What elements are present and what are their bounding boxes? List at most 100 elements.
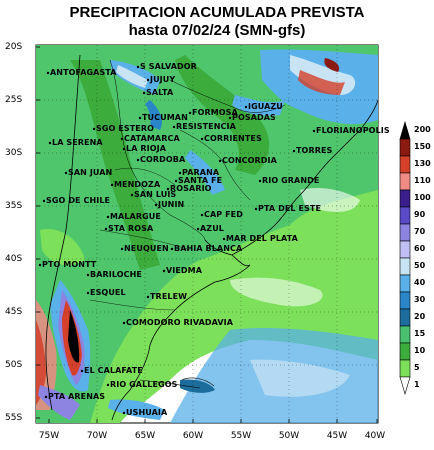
city-label: CORDOBA	[140, 155, 186, 164]
city-markers	[38, 65, 316, 415]
city-dot	[130, 193, 134, 197]
colorbar-swatch	[399, 342, 411, 361]
city-dot	[120, 247, 124, 251]
city-dot	[42, 199, 46, 203]
colorbar-swatch	[399, 223, 411, 242]
city-dot	[104, 227, 108, 231]
lon-tick-label: 55W	[230, 431, 252, 441]
colorbar-swatch	[399, 189, 411, 208]
city-label: MENDOZA	[114, 180, 161, 189]
lat-tick-label: 50S	[5, 360, 23, 370]
city-dot	[122, 147, 126, 151]
city-label: MAR DEL PLATA	[226, 234, 298, 243]
city-label: RESISTENCIA	[176, 122, 236, 131]
colorbar-label: 90	[414, 210, 426, 219]
city-dot	[136, 158, 140, 162]
city-dot	[196, 227, 200, 231]
city-dot	[222, 237, 226, 241]
colorbar-swatch	[399, 274, 411, 293]
city-label: ROSARIO	[170, 184, 212, 193]
city-label: CAP FED	[204, 210, 243, 219]
city-dot	[170, 247, 174, 251]
lat-tick-label: 45S	[5, 307, 23, 317]
city-label: LA SERENA	[52, 138, 103, 147]
city-label: TRELEW	[150, 292, 188, 301]
lon-tick-label: 45W	[326, 431, 348, 441]
graticule	[36, 45, 378, 423]
map-title: PRECIPITACION ACUMULADA PREVISTA	[69, 4, 365, 21]
colorbar-label: 40	[414, 278, 426, 287]
city-label: PTO MONTT	[42, 260, 97, 269]
city-dot	[110, 183, 114, 187]
city-label: POSADAS	[232, 113, 276, 122]
colorbar-swatch	[399, 308, 411, 327]
colorbar-swatch	[399, 155, 411, 174]
city-label: SALTA	[146, 88, 174, 97]
city-dot	[120, 137, 124, 141]
city-label: LA RIOJA	[126, 144, 166, 153]
city-label: NEUQUEN	[124, 244, 169, 253]
colorbar-swatch	[399, 172, 411, 191]
city-dot	[172, 125, 176, 129]
colorbar-label: 70	[414, 227, 426, 236]
city-dot	[64, 171, 68, 175]
lat-tick-label: 40S	[5, 254, 23, 264]
city-dot	[86, 291, 90, 295]
colorbar-label: 130	[414, 159, 431, 168]
city-dot	[122, 411, 126, 415]
city-dot	[46, 71, 50, 75]
city-label: CONCORDIA	[222, 156, 277, 165]
city-dot	[312, 129, 316, 133]
city-dot	[174, 179, 178, 183]
city-dot	[188, 111, 192, 115]
city-label: TORRES	[296, 146, 333, 155]
colorbar-label: 110	[414, 176, 431, 185]
colorbar-swatch	[399, 376, 411, 396]
city-label: BAHIA BLANCA	[174, 244, 243, 253]
city-label: S SALVADOR	[140, 62, 197, 71]
lon-tick-label: 40W	[364, 431, 386, 441]
axis-ticks	[36, 46, 378, 423]
city-label: RIO GRANDE	[262, 176, 320, 185]
city-label: SANTA FE	[178, 176, 223, 185]
city-dot	[86, 273, 90, 277]
colorbar-label: 20	[414, 312, 426, 321]
city-label: EL CALAFATE	[84, 366, 143, 375]
city-label: SAN LUIS	[134, 190, 177, 199]
city-label: FLORIANOPOLIS	[316, 126, 390, 135]
colorbar-swatch	[399, 257, 411, 276]
colorbar-swatch	[399, 120, 411, 140]
city-dot	[258, 179, 262, 183]
precip-colorbar	[399, 120, 411, 396]
city-dot	[136, 65, 140, 69]
city-dot	[178, 171, 182, 175]
city-label: RIO GALLEGOS	[110, 380, 178, 389]
city-label: ESQUEL	[90, 288, 126, 297]
colorbar-swatch	[399, 206, 411, 225]
city-dot	[106, 383, 110, 387]
colorbar-label: 5	[414, 363, 420, 372]
colorbar-swatch	[399, 240, 411, 259]
colorbar-label: 50	[414, 261, 426, 270]
city-label: STA ROSA	[108, 224, 154, 233]
colorbar-swatch	[399, 325, 411, 344]
city-label: BARILOCHE	[90, 270, 142, 279]
lon-tick-label: 70W	[86, 431, 108, 441]
colorbar-swatch	[399, 359, 411, 378]
colorbar-label: 10	[414, 346, 426, 355]
city-dot	[80, 369, 84, 373]
coastline-lines	[45, 54, 379, 421]
colorbar-swatch	[399, 291, 411, 310]
city-dot	[162, 269, 166, 273]
lat-tick-label: 30S	[5, 148, 23, 158]
city-dot	[138, 116, 142, 120]
city-label: USHUAIA	[126, 408, 168, 417]
city-label: AZUL	[200, 224, 224, 233]
city-dot	[218, 159, 222, 163]
colorbar-label: 200	[414, 125, 431, 134]
city-label: CATAMARCA	[124, 134, 180, 143]
colorbar-label: 15	[414, 329, 426, 338]
city-dot	[244, 105, 248, 109]
